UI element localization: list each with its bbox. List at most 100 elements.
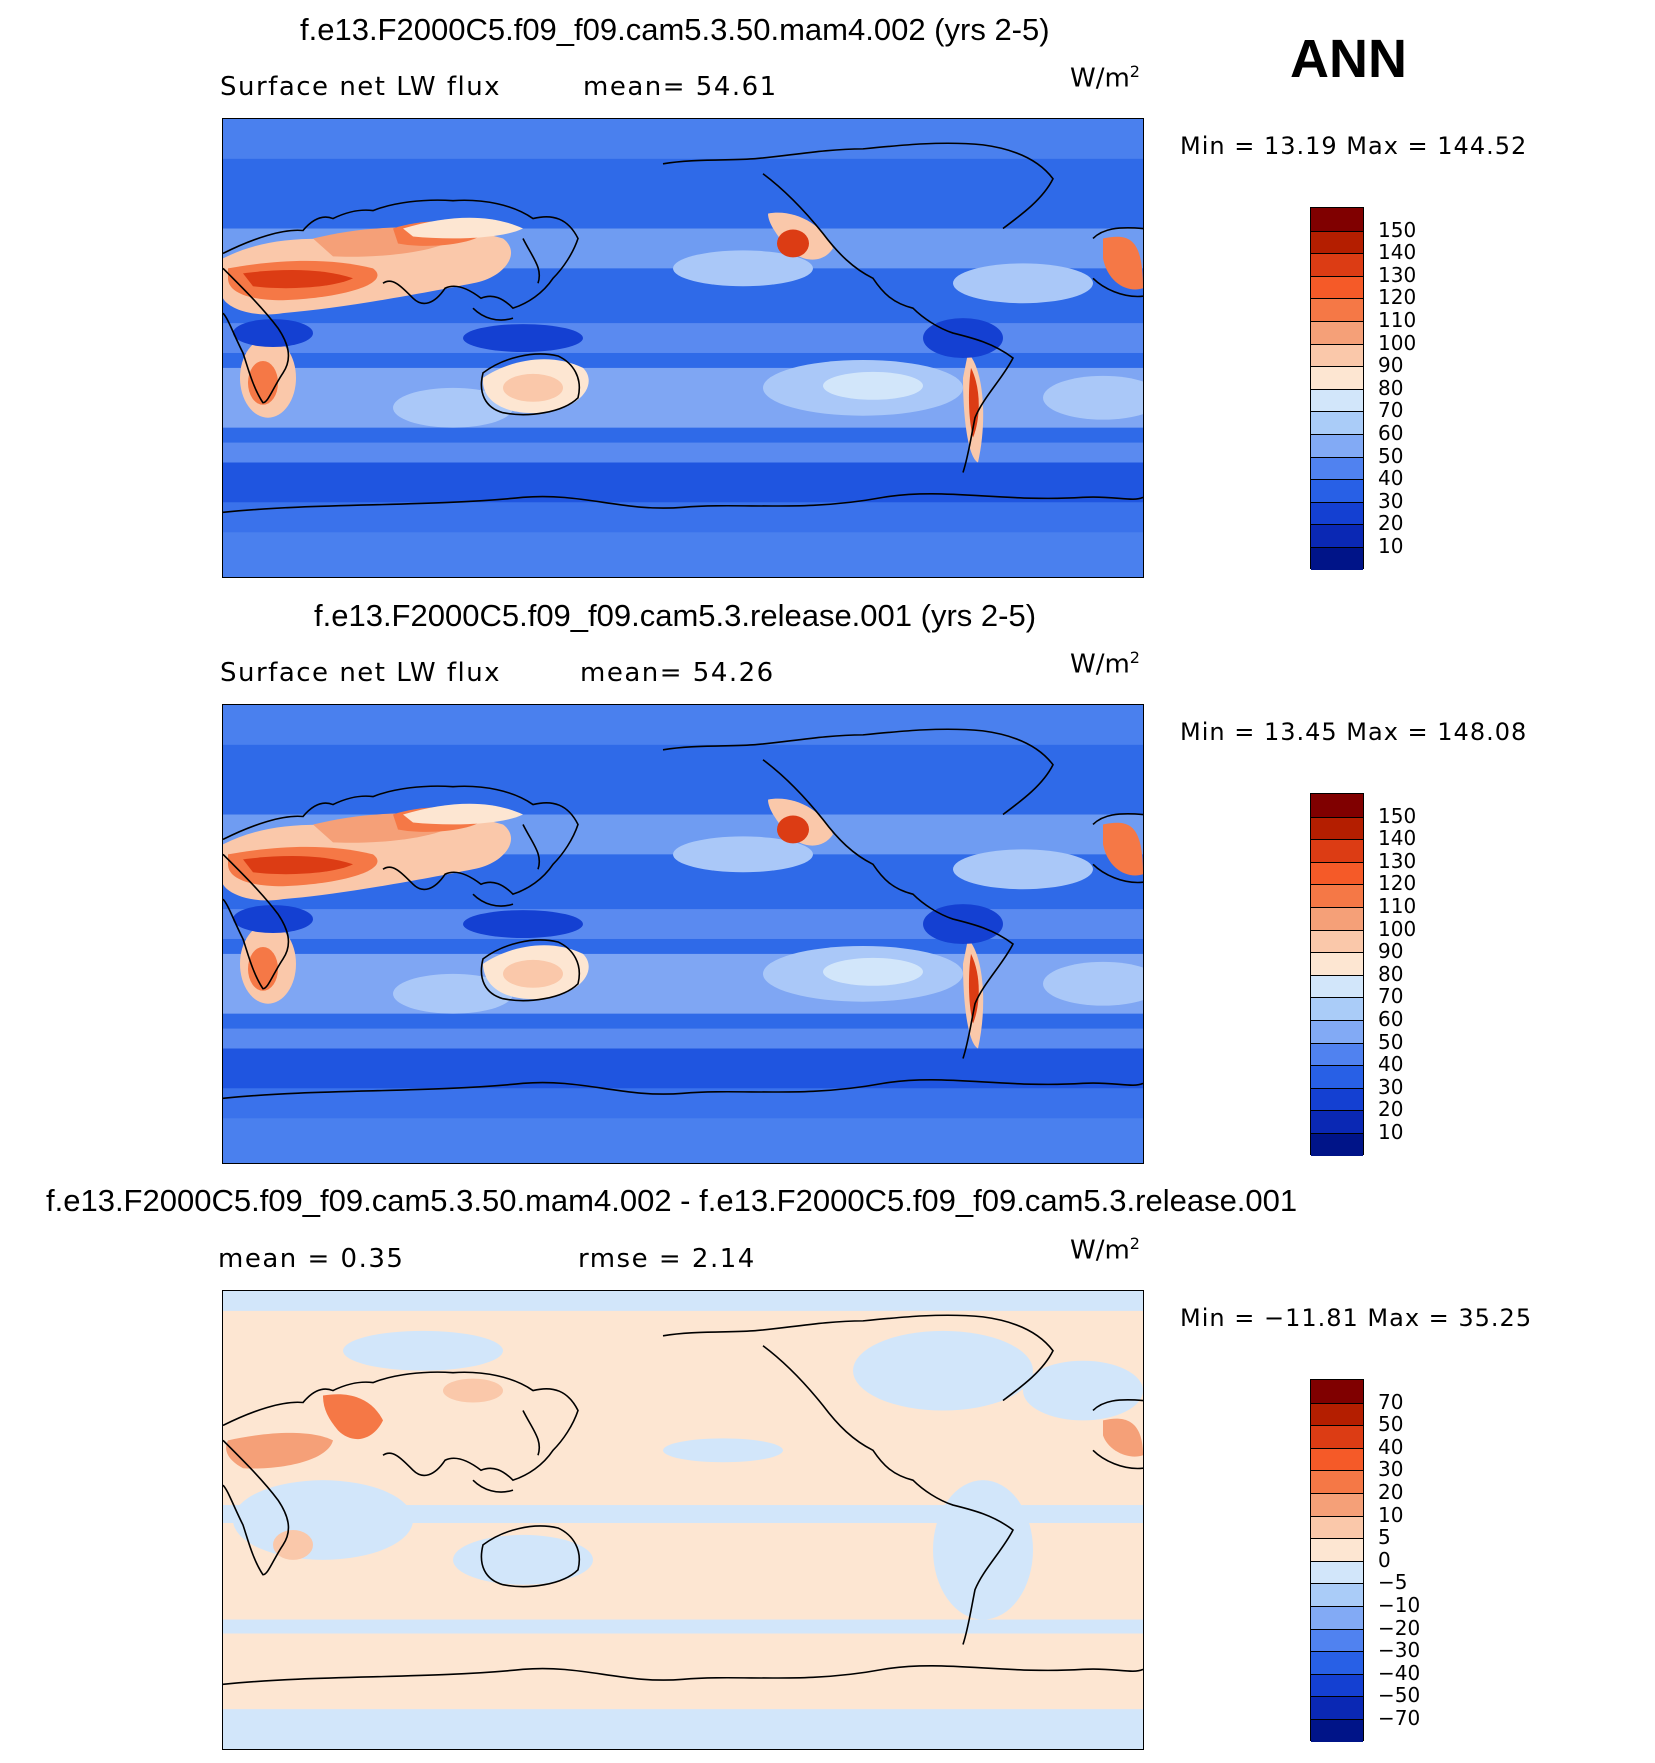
map-plot	[222, 704, 1144, 1164]
colorbar-swatch	[1311, 906, 1363, 930]
colorbar-tick-label: −20	[1378, 1615, 1421, 1640]
colorbar-swatch	[1311, 1380, 1363, 1403]
colorbar-swatch	[1311, 1132, 1363, 1156]
colorbar-swatch	[1311, 343, 1363, 367]
colorbar-swatch	[1311, 1110, 1363, 1133]
colorbar-tick-label: 70	[1378, 984, 1404, 1009]
colorbar-tick-label: 150	[1378, 217, 1417, 242]
colorbar-tick-label: 50	[1378, 1412, 1404, 1437]
colorbar-swatch	[1311, 1470, 1363, 1493]
colorbar-swatch	[1311, 524, 1363, 547]
colorbar-tick-label: 30	[1378, 1074, 1404, 1099]
colorbar-tick-label: 50	[1378, 443, 1404, 468]
colorbar-swatch	[1311, 479, 1363, 502]
rmse-label: rmse = 2.14	[578, 1244, 756, 1274]
colorbar-swatch	[1311, 816, 1363, 840]
colorbar-tick-label: 120	[1378, 285, 1417, 310]
colorbar-tick-label: 10	[1378, 1502, 1404, 1527]
colorbar	[1310, 1379, 1364, 1742]
colorbar	[1310, 793, 1364, 1156]
colorbar-tick-label: −50	[1378, 1683, 1421, 1708]
colorbar-tick-label: 10	[1378, 534, 1404, 558]
season-label: ANN	[1290, 29, 1407, 89]
colorbar-swatch	[1311, 298, 1363, 321]
colorbar-swatch	[1311, 1718, 1363, 1742]
units-label: W/m2	[1070, 648, 1140, 680]
colorbar-tick-label: 30	[1378, 488, 1404, 513]
colorbar-tick-label: 100	[1378, 916, 1417, 941]
variable-label: Surface net LW flux	[220, 72, 502, 102]
min-max-label: Min = −11.81 Max = 35.25	[1180, 1304, 1533, 1332]
colorbar-swatch	[1311, 1425, 1363, 1448]
colorbar-tick-label: −70	[1378, 1706, 1421, 1730]
colorbar-tick-label: 80	[1378, 961, 1404, 986]
mean-label: mean= 54.26	[580, 658, 775, 688]
panel-title: f.e13.F2000C5.f09_f09.cam5.3.50.mam4.002…	[46, 1183, 1298, 1218]
colorbar-tick-label: 60	[1378, 421, 1404, 445]
colorbar-swatch	[1311, 1696, 1363, 1719]
units-label: W/m2	[1070, 62, 1140, 94]
colorbar-tick-label: 150	[1378, 803, 1417, 828]
colorbar-swatch	[1311, 839, 1363, 862]
colorbar-tick-label: 0	[1378, 1547, 1391, 1572]
colorbar-tick-label: 70	[1378, 1389, 1404, 1414]
colorbar-swatch	[1311, 861, 1363, 885]
colorbar-tick-label: −5	[1378, 1570, 1408, 1595]
colorbar-swatch	[1311, 230, 1363, 254]
colorbar-tick-label: −40	[1378, 1660, 1421, 1685]
colorbar-swatch	[1311, 1651, 1363, 1674]
colorbar-swatch	[1311, 433, 1363, 457]
colorbar-tick-label: 40	[1378, 1434, 1404, 1459]
colorbar-swatch	[1311, 1447, 1363, 1471]
colorbar-tick-label: 110	[1378, 308, 1417, 332]
colorbar-swatch	[1311, 1538, 1363, 1561]
units-label: W/m2	[1070, 1234, 1140, 1266]
colorbar-tick-label: 110	[1378, 894, 1417, 918]
colorbar-swatch	[1311, 974, 1363, 998]
colorbar-swatch	[1311, 1042, 1363, 1066]
mean-label: mean= 54.61	[583, 72, 778, 102]
map-plot	[222, 118, 1144, 578]
colorbar-tick-label: 130	[1378, 848, 1417, 873]
colorbar-swatch	[1311, 1492, 1363, 1516]
colorbar-swatch	[1311, 1673, 1363, 1697]
colorbar-swatch	[1311, 1628, 1363, 1652]
colorbar-tick-label: 10	[1378, 1120, 1404, 1144]
colorbar-tick-label: 130	[1378, 262, 1417, 287]
colorbar-tick-label: 140	[1378, 826, 1417, 851]
colorbar-swatch	[1311, 366, 1363, 389]
colorbar-tick-label: 20	[1378, 511, 1404, 536]
min-max-label: Min = 13.45 Max = 148.08	[1180, 718, 1528, 746]
colorbar-tick-label: 30	[1378, 1457, 1404, 1482]
colorbar-swatch	[1311, 388, 1363, 412]
colorbar-swatch	[1311, 997, 1363, 1020]
colorbar-tick-label: 90	[1378, 353, 1404, 378]
colorbar-swatch	[1311, 1087, 1363, 1111]
colorbar-swatch	[1311, 275, 1363, 299]
colorbar-tick-label: 120	[1378, 871, 1417, 896]
colorbar-swatch	[1311, 253, 1363, 276]
colorbar-tick-label: 100	[1378, 330, 1417, 355]
colorbar-swatch	[1311, 208, 1363, 231]
colorbar-tick-label: 20	[1378, 1097, 1404, 1122]
colorbar-tick-label: 70	[1378, 398, 1404, 423]
colorbar	[1310, 207, 1364, 570]
colorbar-swatch	[1311, 320, 1363, 344]
map-plot	[222, 1290, 1144, 1750]
colorbar-swatch	[1311, 411, 1363, 434]
colorbar-tick-label: 40	[1378, 466, 1404, 491]
colorbar-swatch	[1311, 1402, 1363, 1426]
colorbar-swatch	[1311, 929, 1363, 953]
panel-title: f.e13.F2000C5.f09_f09.cam5.3.release.001…	[314, 598, 1037, 633]
colorbar-tick-label: −10	[1378, 1593, 1421, 1617]
colorbar-tick-label: −30	[1378, 1638, 1421, 1663]
colorbar-swatch	[1311, 1019, 1363, 1043]
colorbar-swatch	[1311, 1583, 1363, 1606]
colorbar-swatch	[1311, 456, 1363, 480]
colorbar-tick-label: 140	[1378, 240, 1417, 265]
colorbar-swatch	[1311, 501, 1363, 525]
colorbar-swatch	[1311, 952, 1363, 975]
colorbar-swatch	[1311, 546, 1363, 570]
variable-label: Surface net LW flux	[220, 658, 502, 688]
panel-title: f.e13.F2000C5.f09_f09.cam5.3.50.mam4.002…	[300, 12, 1050, 47]
